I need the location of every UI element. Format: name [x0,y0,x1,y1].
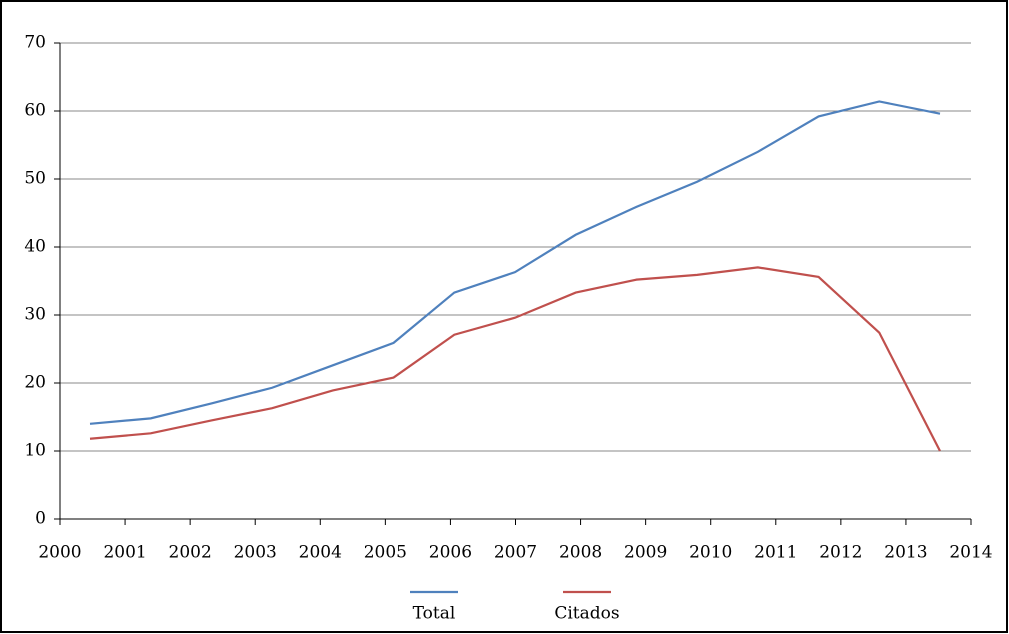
y-tick-label: 10 [24,441,46,461]
y-tick-label: 60 [24,101,46,121]
x-tick-label: 2005 [364,543,407,563]
legend-label: Citados [554,604,619,624]
x-tick-label: 2003 [234,543,277,563]
legend-label: Total [413,604,456,624]
y-tick-label: 0 [35,509,46,529]
y-tick-label: 40 [24,237,46,257]
y-tick-label: 20 [24,373,46,393]
x-tick-label: 2000 [38,543,81,563]
y-tick-label: 70 [24,33,46,53]
x-tick-label: 2014 [949,543,992,563]
x-tick-label: 2006 [429,543,472,563]
x-tick-label: 2001 [103,543,146,563]
x-tick-label: 2008 [559,543,602,563]
y-tick-label: 50 [24,169,46,189]
series-line [89,266,941,452]
x-tick-label: 2013 [884,543,927,563]
x-tick-label: 2007 [494,543,537,563]
series-line [89,100,941,425]
x-tick-label: 2012 [819,543,862,563]
x-tick-label: 2011 [754,543,797,563]
x-tick-label: 2004 [299,543,342,563]
x-tick-label: 2002 [169,543,212,563]
x-tick-label: 2009 [624,543,667,563]
x-tick-label: 2010 [689,543,732,563]
y-tick-label: 30 [24,305,46,325]
